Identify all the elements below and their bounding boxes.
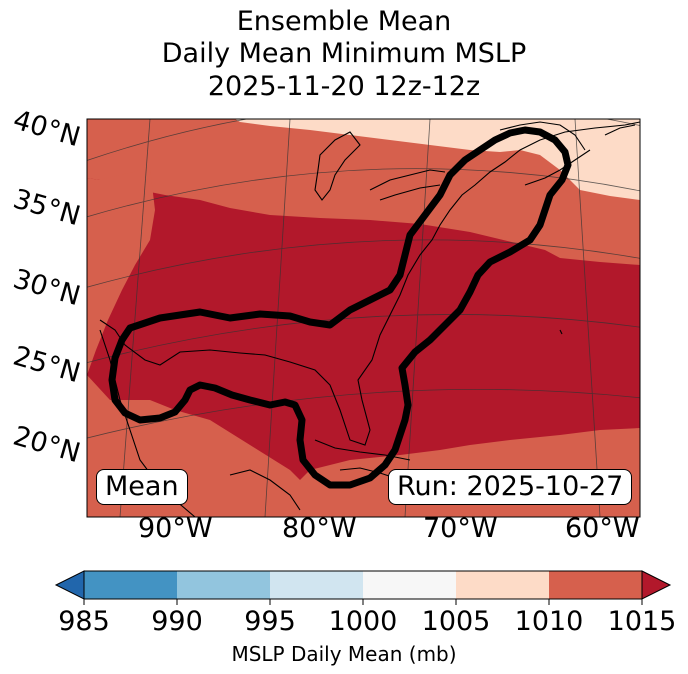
colorbar-segment-1000-1005 xyxy=(363,571,456,599)
lon-label-90w: 90°W xyxy=(138,513,213,544)
colorbar-segment-1005-1010 xyxy=(456,571,549,599)
region-1005-1010 xyxy=(235,119,640,200)
colorbar-tick-1015: 1015 xyxy=(607,606,677,637)
region-1010-1015-north xyxy=(87,119,640,265)
mean-label-box: Mean xyxy=(96,469,188,505)
lon-label-80w: 80°W xyxy=(282,513,357,544)
colorbar-tick-1010: 1010 xyxy=(514,606,584,637)
colorbar-label: MSLP Daily Mean (mb) xyxy=(231,642,457,666)
colorbar-over-arrow xyxy=(641,570,672,600)
mslp-contour-line xyxy=(108,126,572,489)
colorbar-tick-1005: 1005 xyxy=(421,606,491,637)
colorbar-segment-990-995 xyxy=(177,571,270,599)
colorbar-tick-995: 995 xyxy=(244,606,296,637)
title-line-1: Ensemble Mean xyxy=(236,6,452,37)
lon-label-60w: 60°W xyxy=(565,513,640,544)
colorbar-tick-1000: 1000 xyxy=(328,606,398,637)
lon-label-70w: 70°W xyxy=(423,513,498,544)
coastlines xyxy=(99,121,640,517)
colorbar-tick-990: 990 xyxy=(151,606,203,637)
title-line-2: Daily Mean Minimum MSLP xyxy=(161,38,527,69)
colorbar-segment-985-990 xyxy=(84,571,177,599)
title-line-3: 2025-11-20 12z-12z xyxy=(207,71,481,102)
colorbar-under-arrow xyxy=(54,570,85,600)
colorbar-segment-995-1000 xyxy=(270,571,363,599)
run-date-box: Run: 2025-10-27 xyxy=(388,469,633,505)
colorbar-tick-985: 985 xyxy=(58,606,110,637)
colorbar-segment-1010-1015 xyxy=(549,571,642,599)
map-frame xyxy=(86,118,641,518)
